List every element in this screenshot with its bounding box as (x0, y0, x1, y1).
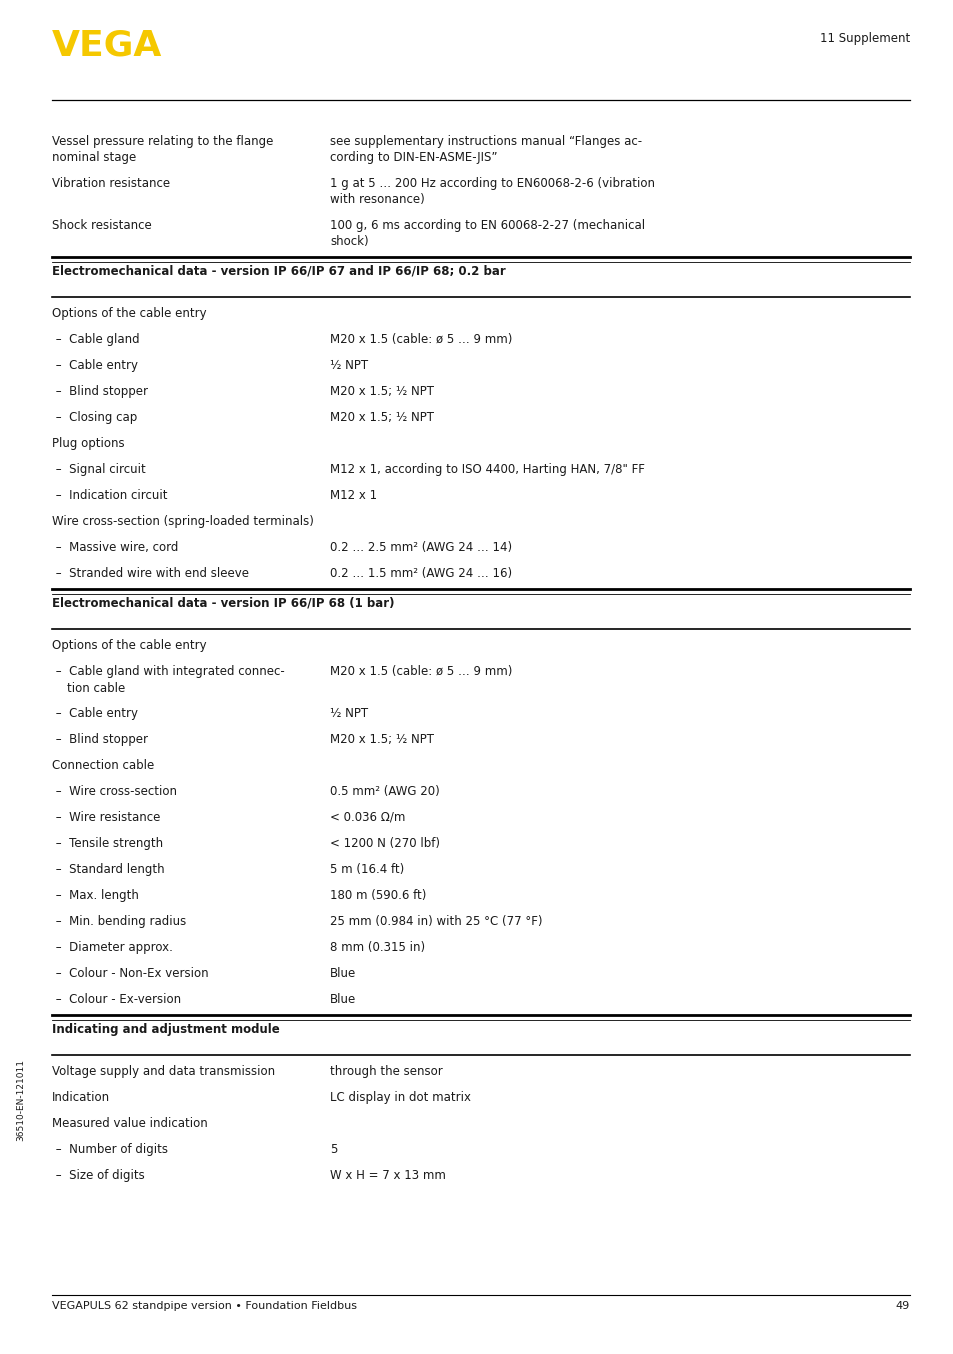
Text: –  Standard length: – Standard length (52, 862, 165, 876)
Text: Vessel pressure relating to the flange
nominal stage: Vessel pressure relating to the flange n… (52, 135, 274, 164)
Text: Indication: Indication (52, 1091, 110, 1104)
Text: 49: 49 (895, 1301, 909, 1311)
Text: M20 x 1.5; ½ NPT: M20 x 1.5; ½ NPT (330, 412, 434, 424)
Text: Shock resistance: Shock resistance (52, 219, 152, 232)
Text: –  Diameter approx.: – Diameter approx. (52, 941, 172, 955)
Text: 0.2 … 2.5 mm² (AWG 24 … 14): 0.2 … 2.5 mm² (AWG 24 … 14) (330, 542, 512, 554)
Text: see supplementary instructions manual “Flanges ac-
cording to DIN-EN-ASME-JIS”: see supplementary instructions manual “F… (330, 135, 641, 164)
Text: 0.2 … 1.5 mm² (AWG 24 … 16): 0.2 … 1.5 mm² (AWG 24 … 16) (330, 567, 512, 580)
Text: –  Tensile strength: – Tensile strength (52, 837, 163, 850)
Text: 1 g at 5 … 200 Hz according to EN60068-2-6 (vibration
with resonance): 1 g at 5 … 200 Hz according to EN60068-2… (330, 177, 655, 207)
Text: ½ NPT: ½ NPT (330, 707, 368, 720)
Text: –  Cable gland with integrated connec-
    tion cable: – Cable gland with integrated connec- ti… (52, 665, 284, 695)
Text: –  Blind stopper: – Blind stopper (52, 385, 148, 398)
Text: M20 x 1.5; ½ NPT: M20 x 1.5; ½ NPT (330, 733, 434, 746)
Text: < 0.036 Ω/m: < 0.036 Ω/m (330, 811, 405, 825)
Text: 100 g, 6 ms according to EN 60068-2-27 (mechanical
shock): 100 g, 6 ms according to EN 60068-2-27 (… (330, 219, 644, 249)
Text: VEGAPULS 62 standpipe version • Foundation Fieldbus: VEGAPULS 62 standpipe version • Foundati… (52, 1301, 356, 1311)
Text: –  Size of digits: – Size of digits (52, 1169, 145, 1182)
Text: 36510-EN-121011: 36510-EN-121011 (16, 1059, 26, 1141)
Text: 11 Supplement: 11 Supplement (819, 32, 909, 45)
Text: through the sensor: through the sensor (330, 1066, 442, 1078)
Text: 0.5 mm² (AWG 20): 0.5 mm² (AWG 20) (330, 785, 439, 798)
Text: –  Closing cap: – Closing cap (52, 412, 137, 424)
Text: M12 x 1: M12 x 1 (330, 489, 376, 502)
Text: M12 x 1, according to ISO 4400, Harting HAN, 7/8" FF: M12 x 1, according to ISO 4400, Harting … (330, 463, 644, 477)
Text: –  Number of digits: – Number of digits (52, 1143, 168, 1156)
Text: Vibration resistance: Vibration resistance (52, 177, 170, 190)
Text: 180 m (590.6 ft): 180 m (590.6 ft) (330, 890, 426, 902)
Text: –  Wire resistance: – Wire resistance (52, 811, 160, 825)
Text: Plug options: Plug options (52, 437, 125, 450)
Text: Electromechanical data - version IP 66/IP 68 (1 bar): Electromechanical data - version IP 66/I… (52, 597, 395, 611)
Text: –  Signal circuit: – Signal circuit (52, 463, 146, 477)
Text: –  Massive wire, cord: – Massive wire, cord (52, 542, 178, 554)
Text: ½ NPT: ½ NPT (330, 359, 368, 372)
Text: –  Colour - Non-Ex version: – Colour - Non-Ex version (52, 967, 209, 980)
Text: –  Min. bending radius: – Min. bending radius (52, 915, 186, 927)
Text: LC display in dot matrix: LC display in dot matrix (330, 1091, 471, 1104)
Text: 5 m (16.4 ft): 5 m (16.4 ft) (330, 862, 404, 876)
Text: VEGA: VEGA (52, 28, 162, 62)
Text: Indicating and adjustment module: Indicating and adjustment module (52, 1024, 279, 1036)
Text: –  Wire cross-section: – Wire cross-section (52, 785, 177, 798)
Text: Electromechanical data - version IP 66/IP 67 and IP 66/IP 68; 0.2 bar: Electromechanical data - version IP 66/I… (52, 265, 505, 278)
Text: –  Max. length: – Max. length (52, 890, 139, 902)
Text: –  Stranded wire with end sleeve: – Stranded wire with end sleeve (52, 567, 249, 580)
Text: M20 x 1.5 (cable: ø 5 … 9 mm): M20 x 1.5 (cable: ø 5 … 9 mm) (330, 665, 512, 678)
Text: Connection cable: Connection cable (52, 760, 154, 772)
Text: W x H = 7 x 13 mm: W x H = 7 x 13 mm (330, 1169, 445, 1182)
Text: –  Cable gland: – Cable gland (52, 333, 139, 347)
Text: Options of the cable entry: Options of the cable entry (52, 639, 207, 653)
Text: –  Cable entry: – Cable entry (52, 707, 138, 720)
Text: Voltage supply and data transmission: Voltage supply and data transmission (52, 1066, 274, 1078)
Text: Options of the cable entry: Options of the cable entry (52, 307, 207, 320)
Text: –  Blind stopper: – Blind stopper (52, 733, 148, 746)
Text: 25 mm (0.984 in) with 25 °C (77 °F): 25 mm (0.984 in) with 25 °C (77 °F) (330, 915, 542, 927)
Text: –  Cable entry: – Cable entry (52, 359, 138, 372)
Text: Wire cross-section (spring-loaded terminals): Wire cross-section (spring-loaded termin… (52, 515, 314, 528)
Text: Measured value indication: Measured value indication (52, 1117, 208, 1131)
Text: M20 x 1.5; ½ NPT: M20 x 1.5; ½ NPT (330, 385, 434, 398)
Text: –  Indication circuit: – Indication circuit (52, 489, 168, 502)
Text: < 1200 N (270 lbf): < 1200 N (270 lbf) (330, 837, 439, 850)
Text: 5: 5 (330, 1143, 337, 1156)
Text: 8 mm (0.315 in): 8 mm (0.315 in) (330, 941, 425, 955)
Text: Blue: Blue (330, 992, 355, 1006)
Text: M20 x 1.5 (cable: ø 5 … 9 mm): M20 x 1.5 (cable: ø 5 … 9 mm) (330, 333, 512, 347)
Text: –  Colour - Ex-version: – Colour - Ex-version (52, 992, 181, 1006)
Text: Blue: Blue (330, 967, 355, 980)
